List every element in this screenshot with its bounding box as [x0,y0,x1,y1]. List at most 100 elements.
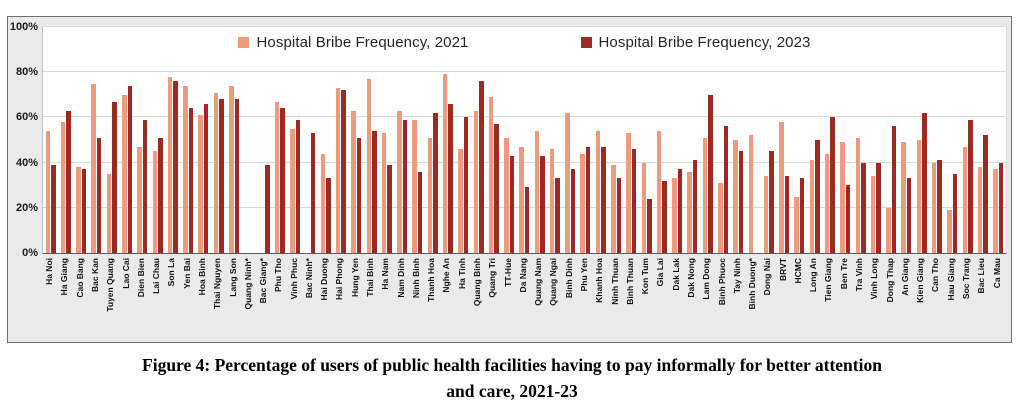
bar-2021 [656,130,662,253]
x-axis-label: Binh Phuoc [716,258,727,306]
x-axis-label-cell: Kon Tum [638,255,653,341]
x-axis-label: Dong Thap [884,258,895,303]
y-axis-tick-label: 60% [15,111,38,124]
x-axis-label-cell: Kien Giang [913,255,928,341]
x-axis-label: An Giang [899,258,910,296]
bar-group [456,27,471,253]
bar-group [945,27,960,253]
x-axis-label: Dong Nai [762,258,773,296]
bar-group [563,27,578,253]
legend-item-2021: Hospital Bribe Frequency, 2021 [238,34,468,51]
bar-2023 [448,103,453,253]
bar-2021 [366,78,372,253]
bar-2023 [891,126,897,253]
bar-group [608,27,623,253]
bar-2021 [840,142,845,253]
bar-group [914,27,929,253]
x-axis-label: Thai Nguyen [212,258,223,310]
x-axis-label: Lang Son [227,258,238,297]
x-axis-label: BRVT [777,258,788,281]
gridline-80 [43,71,1006,73]
bar-2023 [265,164,270,253]
gridline-20 [43,206,1006,208]
bar-2023 [402,119,408,253]
plot-area: Hospital Bribe Frequency, 2021 Hospital … [10,21,1007,259]
bar-2023 [692,160,698,253]
x-axis-label-cell: Tay Ninh [730,255,745,341]
bar-group [89,27,104,253]
bar-group [624,27,639,253]
x-axis-label: Hung Yen [349,258,360,298]
x-axis-label: Phu Tho [273,258,284,292]
x-axis-label-cell: Dak Nong [684,255,699,341]
bar-2021 [870,176,876,253]
bar-group [364,27,379,253]
bar-2023 [662,180,667,253]
x-axis-label-cell: Ninh Thuan [607,255,622,341]
x-axis-label: Da Nang [517,258,528,293]
bar-2023 [738,151,744,253]
bar-2023 [952,173,958,253]
legend-swatch-2021-icon [238,37,250,48]
x-axis-label: Can Tho [930,258,941,292]
bar-2023 [433,112,438,253]
bar-group [685,27,700,253]
legend-label-2023: Hospital Bribe Frequency, 2023 [598,34,811,51]
bar-2021 [748,135,754,253]
bar-group [150,27,165,253]
bar-2023 [922,112,927,253]
bar-group [486,27,501,253]
x-axis-label-cell: Bac Giang* [256,255,271,341]
bar-group [410,27,425,253]
bar-2021 [198,115,203,253]
x-axis-label-cell: Quang Nam [531,255,546,341]
bar-2023 [647,198,652,253]
bar-2021 [335,88,341,253]
bar-group [929,27,944,253]
bar-2021 [977,167,983,253]
bar-2023 [112,101,117,253]
bar-2023 [585,146,591,253]
bar-2021 [824,153,830,253]
bar-2021 [122,94,127,253]
x-axis-label: Kon Tum [640,258,651,295]
bar-group [288,27,303,253]
x-axis-label: Tay Ninh [731,258,742,294]
bar-group [74,27,89,253]
x-axis-label: Quang Tri [487,258,498,298]
x-axis-label-cell: Quang Ninh* [241,255,256,341]
bar-2021 [381,133,387,253]
x-axis-label-cell: Lao Cai [118,255,133,341]
bar-2023 [51,164,56,253]
figure-caption-line-1: Figure 4: Percentage of users of public … [142,355,882,375]
bar-2021 [611,164,616,253]
bar-2021 [290,128,295,253]
bar-2021 [274,101,280,253]
bar-2021 [580,153,585,253]
x-axis-label: Kien Giang [915,258,926,303]
x-axis-label: Gia Lai [655,258,666,287]
bar-2021 [473,110,479,253]
bar-2023 [784,176,790,253]
x-axis-label-cell: Dong Nai [760,255,775,341]
figure-caption-line-2: and care, 2021-23 [446,381,578,402]
bar-2021 [229,85,234,253]
x-axis-label-cell: Bac Lieu [974,255,989,341]
bar-2023 [219,99,224,253]
bar-2021 [183,85,188,253]
x-axis-label-cell: HCMC [791,255,806,341]
bar-2021 [549,149,555,253]
bar-2023 [830,117,835,253]
bar-2021 [397,110,402,253]
x-axis-label: Ha Noi [44,258,55,285]
x-axis-label: Ca Mau [991,258,1002,289]
bar-2023 [295,119,301,253]
bar-2023 [555,178,560,253]
x-axis-label: Bac Giang* [258,258,269,304]
bar-group [104,27,119,253]
bar-2023 [983,135,988,253]
bar-2021 [91,83,96,253]
x-axis-label-cell: Phu Tho [271,255,286,341]
chart-frame: Hospital Bribe Frequency, 2021 Hospital … [7,16,1012,343]
x-axis-label-cell: Hai Duong [317,255,332,341]
